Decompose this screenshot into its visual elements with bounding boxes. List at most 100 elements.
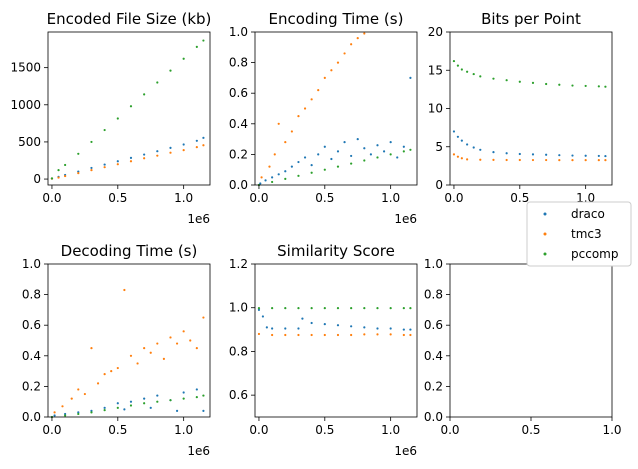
y-tick-label: 1.0 — [424, 257, 443, 271]
data-point-draco — [460, 139, 463, 142]
axes-frame — [254, 263, 418, 418]
axes-frame — [47, 31, 211, 186]
data-point-tmc3 — [273, 153, 276, 156]
data-point-pccomp — [116, 117, 119, 120]
data-point-pccomp — [597, 85, 600, 88]
panel-similarity-score: Similarity Score 0.0 0.5 1.0 0.6 0.8 1.0 1.2 1e6 — [229, 242, 418, 458]
data-point-draco — [257, 308, 261, 311]
y-tick-label: 0.8 — [424, 288, 443, 302]
panel-title: Encoding Time (s) — [269, 10, 404, 28]
data-point-tmc3 — [363, 32, 366, 35]
y-tick-label: 1.0 — [229, 25, 248, 39]
y-tick-label: 0.8 — [229, 56, 248, 70]
data-point-draco — [363, 326, 366, 329]
y-tick-label: 0.6 — [22, 318, 41, 332]
x-tick-label: 0.0 — [444, 191, 463, 205]
legend-label-draco: draco — [571, 207, 605, 221]
data-point-pccomp — [90, 140, 93, 144]
x-offset-label: 1e6 — [187, 212, 210, 226]
y-tick-label: 20 — [428, 25, 443, 39]
data-point-tmc3 — [123, 288, 126, 292]
data-point-draco — [409, 328, 412, 331]
panel-title: Bits per Point — [481, 10, 581, 28]
data-point-pccomp — [50, 177, 54, 180]
data-point-pccomp — [64, 414, 67, 417]
data-point-tmc3 — [452, 153, 456, 156]
data-point-tmc3 — [189, 339, 192, 342]
data-point-draco — [336, 324, 340, 327]
data-point-tmc3 — [182, 148, 185, 152]
panel-title: Encoded File Size (kb) — [47, 10, 212, 28]
y-tick-label: 1.0 — [229, 301, 248, 315]
data-point-draco — [323, 323, 326, 326]
data-point-tmc3 — [604, 159, 607, 162]
data-point-draco — [518, 152, 521, 156]
x-tick-label: 0.0 — [249, 191, 268, 205]
data-point-tmc3 — [323, 333, 326, 337]
data-point-draco — [389, 327, 392, 330]
data-point-pccomp — [376, 156, 379, 159]
data-point-tmc3 — [597, 159, 600, 162]
data-point-draco — [261, 315, 265, 318]
data-point-draco — [103, 406, 106, 409]
y-tick-label: 0 — [33, 172, 41, 186]
data-point-draco — [53, 414, 56, 417]
y-tick-label: 1500 — [10, 61, 41, 75]
y-tick-label: 0.0 — [424, 410, 443, 424]
data-point-draco — [123, 408, 126, 411]
data-point-draco — [90, 409, 93, 412]
data-point-pccomp — [284, 177, 287, 180]
data-point-tmc3 — [110, 370, 113, 373]
panel-title: Similarity Score — [277, 242, 395, 260]
data-point-pccomp — [182, 397, 185, 400]
data-point-draco — [466, 143, 469, 146]
data-point-draco — [116, 160, 119, 163]
data-point-draco — [350, 325, 353, 328]
data-point-pccomp — [363, 307, 366, 310]
x-tick-label: 0.0 — [42, 191, 61, 205]
data-point-pccomp — [64, 163, 67, 167]
data-point-draco — [271, 327, 274, 330]
data-point-tmc3 — [389, 333, 392, 336]
data-point-tmc3 — [284, 141, 287, 144]
data-point-draco — [156, 394, 159, 397]
data-point-pccomp — [202, 39, 205, 42]
data-point-tmc3 — [466, 158, 469, 161]
data-point-tmc3 — [162, 357, 166, 360]
data-point-pccomp — [452, 59, 456, 63]
y-tick-label: 0.4 — [22, 349, 41, 363]
data-point-pccomp — [409, 307, 412, 310]
data-point-draco — [149, 406, 152, 409]
data-point-tmc3 — [330, 69, 333, 72]
data-point-tmc3 — [202, 316, 205, 319]
panel-encoded-file-size: Encoded File Size (kb) 0.0 0.5 1.0 0 500 1000 1… — [10, 10, 211, 226]
axes-frame — [47, 263, 211, 418]
data-point-pccomp — [57, 169, 60, 172]
data-point-tmc3 — [156, 154, 159, 157]
data-point-tmc3 — [402, 333, 405, 337]
data-point-tmc3 — [336, 61, 340, 64]
data-point-pccomp — [472, 72, 475, 76]
data-point-tmc3 — [584, 159, 587, 162]
data-point-tmc3 — [96, 382, 100, 385]
data-point-draco — [259, 182, 262, 185]
data-point-tmc3 — [336, 333, 340, 337]
data-point-draco — [363, 147, 366, 150]
data-point-pccomp — [323, 168, 326, 171]
data-point-draco — [531, 153, 535, 156]
data-point-pccomp — [402, 150, 405, 153]
x-offset-label: 1e6 — [394, 444, 417, 458]
data-point-tmc3 — [182, 330, 185, 333]
data-point-pccomp — [350, 162, 353, 165]
data-point-pccomp — [202, 394, 205, 397]
data-point-pccomp — [363, 159, 366, 162]
data-point-draco — [77, 411, 80, 414]
data-point-tmc3 — [505, 158, 508, 162]
data-point-pccomp — [103, 409, 106, 412]
data-point-pccomp — [518, 80, 521, 83]
data-point-pccomp — [129, 404, 133, 407]
data-point-tmc3 — [90, 347, 93, 350]
y-tick-label: 0.4 — [229, 117, 248, 131]
data-point-tmc3 — [77, 172, 80, 175]
data-point-draco — [90, 166, 93, 170]
